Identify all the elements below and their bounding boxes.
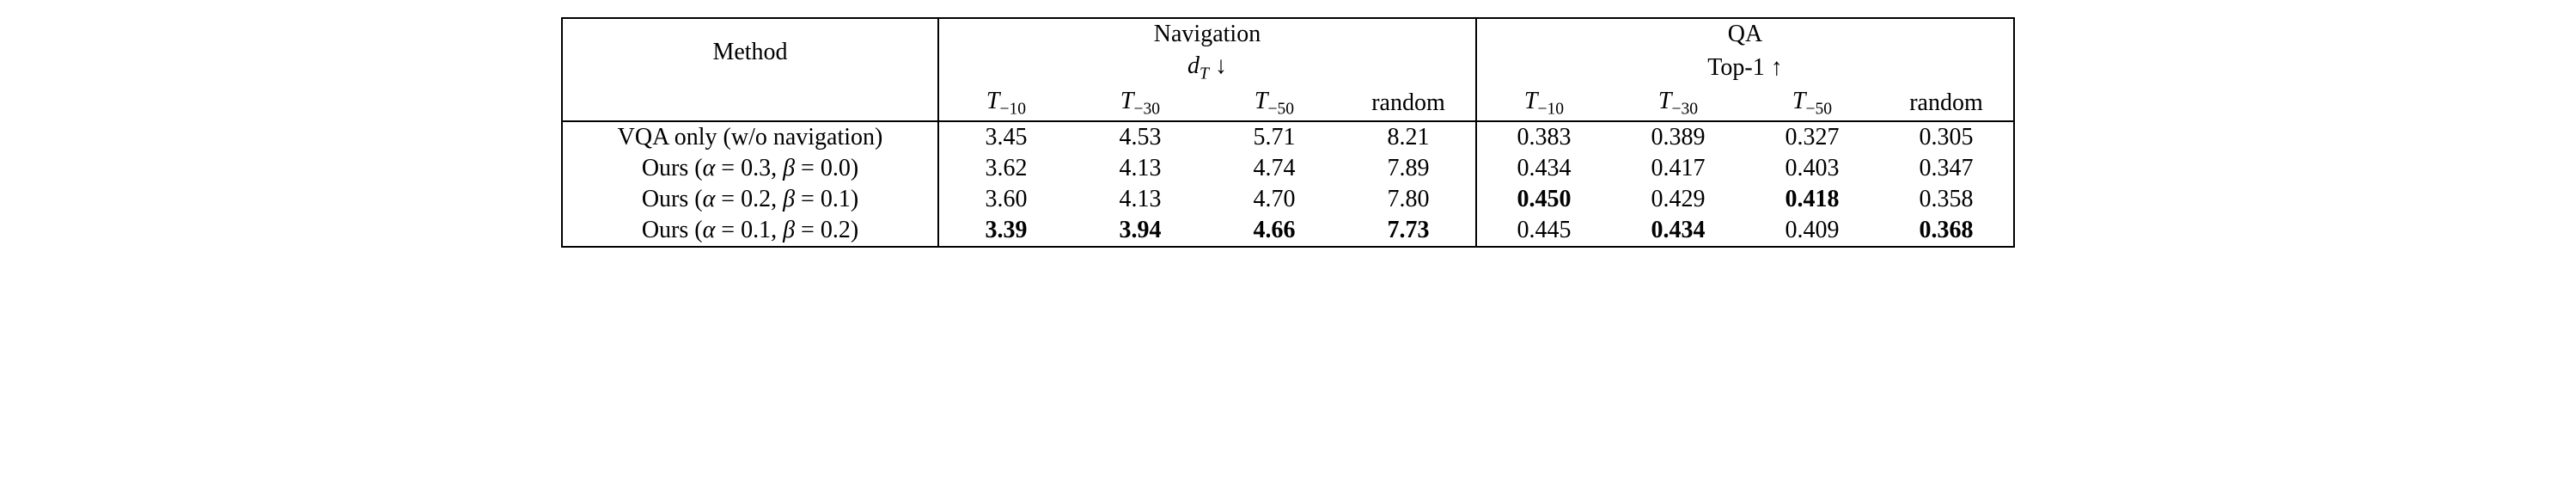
value-cell: 5.71 <box>1207 121 1341 153</box>
col-t10-nav: T−10 <box>938 86 1073 122</box>
header-empty <box>562 86 938 122</box>
value-cell: 0.434 <box>1611 215 1745 247</box>
col-t30-qa: T−30 <box>1611 86 1745 122</box>
value-cell: 3.94 <box>1073 215 1207 247</box>
table-row: VQA only (w/o navigation)3.454.535.718.2… <box>562 121 2014 153</box>
method-cell: VQA only (w/o navigation) <box>562 121 938 153</box>
value-cell: 4.70 <box>1207 184 1341 215</box>
col-random-nav: random <box>1341 86 1476 122</box>
header-qa-metric: Top-1 ↑ <box>1476 50 2014 86</box>
header-navigation: Navigation <box>938 18 1476 50</box>
table-row: Ours (α = 0.2, β = 0.1)3.604.134.707.800… <box>562 184 2014 215</box>
col-random-qa: random <box>1879 86 2014 122</box>
value-cell: 0.429 <box>1611 184 1745 215</box>
value-cell: 4.13 <box>1073 184 1207 215</box>
value-cell: 3.39 <box>938 215 1073 247</box>
value-cell: 0.417 <box>1611 153 1745 184</box>
value-cell: 0.450 <box>1476 184 1611 215</box>
value-cell: 7.80 <box>1341 184 1476 215</box>
table-row: Ours (α = 0.1, β = 0.2)3.393.944.667.730… <box>562 215 2014 247</box>
value-cell: 0.347 <box>1879 153 2014 184</box>
col-t50-qa: T−50 <box>1745 86 1879 122</box>
header-method: Method <box>562 18 938 86</box>
value-cell: 0.409 <box>1745 215 1879 247</box>
value-cell: 4.13 <box>1073 153 1207 184</box>
value-cell: 4.66 <box>1207 215 1341 247</box>
value-cell: 7.89 <box>1341 153 1476 184</box>
value-cell: 0.368 <box>1879 215 2014 247</box>
col-t30-nav: T−30 <box>1073 86 1207 122</box>
value-cell: 0.445 <box>1476 215 1611 247</box>
value-cell: 0.418 <box>1745 184 1879 215</box>
value-cell: 8.21 <box>1341 121 1476 153</box>
method-cell: Ours (α = 0.1, β = 0.2) <box>562 215 938 247</box>
value-cell: 4.74 <box>1207 153 1341 184</box>
value-cell: 3.60 <box>938 184 1073 215</box>
value-cell: 7.73 <box>1341 215 1476 247</box>
value-cell: 0.383 <box>1476 121 1611 153</box>
value-cell: 0.305 <box>1879 121 2014 153</box>
method-cell: Ours (α = 0.3, β = 0.0) <box>562 153 938 184</box>
value-cell: 3.62 <box>938 153 1073 184</box>
table-row: Ours (α = 0.3, β = 0.0)3.624.134.747.890… <box>562 153 2014 184</box>
col-t50-nav: T−50 <box>1207 86 1341 122</box>
value-cell: 3.45 <box>938 121 1073 153</box>
method-cell: Ours (α = 0.2, β = 0.1) <box>562 184 938 215</box>
table-body: VQA only (w/o navigation)3.454.535.718.2… <box>562 121 2014 247</box>
value-cell: 0.403 <box>1745 153 1879 184</box>
value-cell: 0.434 <box>1476 153 1611 184</box>
header-qa: QA <box>1476 18 2014 50</box>
value-cell: 0.327 <box>1745 121 1879 153</box>
results-table: Method Navigation QA dT ↓ Top-1 ↑ T−10 T… <box>561 17 2015 248</box>
col-t10-qa: T−10 <box>1476 86 1611 122</box>
value-cell: 0.358 <box>1879 184 2014 215</box>
header-nav-metric: dT ↓ <box>938 50 1476 86</box>
value-cell: 4.53 <box>1073 121 1207 153</box>
value-cell: 0.389 <box>1611 121 1745 153</box>
